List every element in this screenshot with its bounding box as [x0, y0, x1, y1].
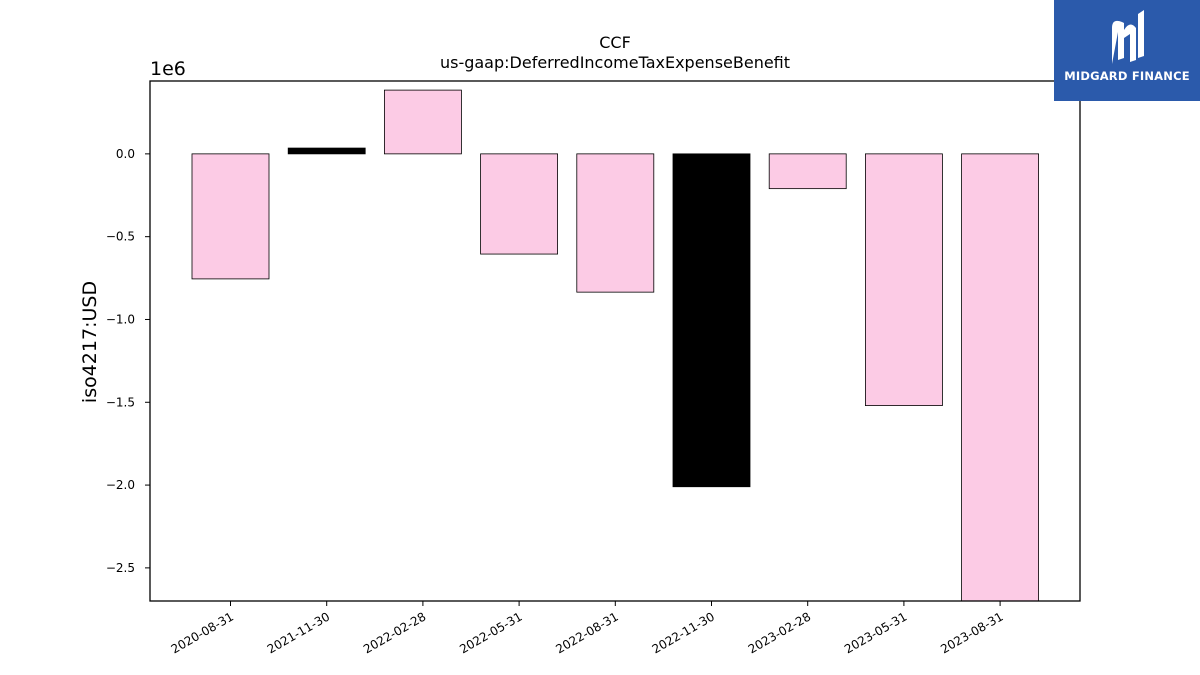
y-axis-label: iso4217:USD — [79, 281, 101, 403]
x-tick-label: 2022-05-31 — [457, 609, 524, 656]
x-tick-label: 2023-08-31 — [938, 609, 1005, 656]
bar-2023-08-31 — [961, 153, 1039, 602]
bar-2023-05-31 — [865, 153, 943, 406]
x-ticks-group: 2020-08-31 2021-11-30 2022-02-28 2022-05-31… — [169, 601, 1006, 656]
bar-2022-02-28 — [383, 89, 462, 155]
chart-title: CCF — [599, 33, 631, 52]
x-tick-label: 2022-11-30 — [650, 609, 717, 656]
plot-frame — [149, 80, 1081, 602]
bar-2022-05-31 — [480, 153, 559, 255]
chart-subtitle: us-gaap:DeferredIncomeTaxExpenseBenefit — [440, 53, 790, 72]
y-scale-label: 1e6 — [150, 58, 186, 80]
bar-2021-11-30 — [287, 147, 366, 155]
y-tick-label: −0.5 — [106, 230, 135, 244]
bar-2022-08-31 — [576, 153, 655, 293]
x-tick-label: 2020-08-31 — [169, 609, 236, 656]
y-tick-label: −2.0 — [106, 478, 135, 492]
bars-group — [191, 89, 1039, 602]
bar-2023-02-28 — [768, 153, 847, 190]
x-tick-label: 2021-11-30 — [265, 609, 332, 656]
x-tick-label: 2022-08-31 — [553, 609, 620, 656]
x-tick-label: 2023-02-28 — [746, 609, 813, 656]
y-tick-label: −1.5 — [106, 395, 135, 409]
bar-2022-11-30 — [672, 153, 751, 488]
y-tick-label: −2.5 — [106, 561, 135, 575]
midgard-m-logo-icon — [1112, 10, 1144, 64]
y-tick-label: −1.0 — [106, 312, 135, 326]
y-tick-label: 0.0 — [116, 147, 135, 161]
x-tick-label: 2023-05-31 — [842, 609, 909, 656]
y-ticks-group: 0.0 −0.5 −1.0 −1.5 −2.0 −2.5 — [106, 147, 150, 575]
brand-name: MIDGARD FINANCE — [1064, 69, 1190, 83]
midgard-finance-logo: MIDGARD FINANCE — [1054, 0, 1200, 101]
bar-2020-08-31 — [191, 153, 270, 280]
x-tick-label: 2022-02-28 — [361, 609, 428, 656]
